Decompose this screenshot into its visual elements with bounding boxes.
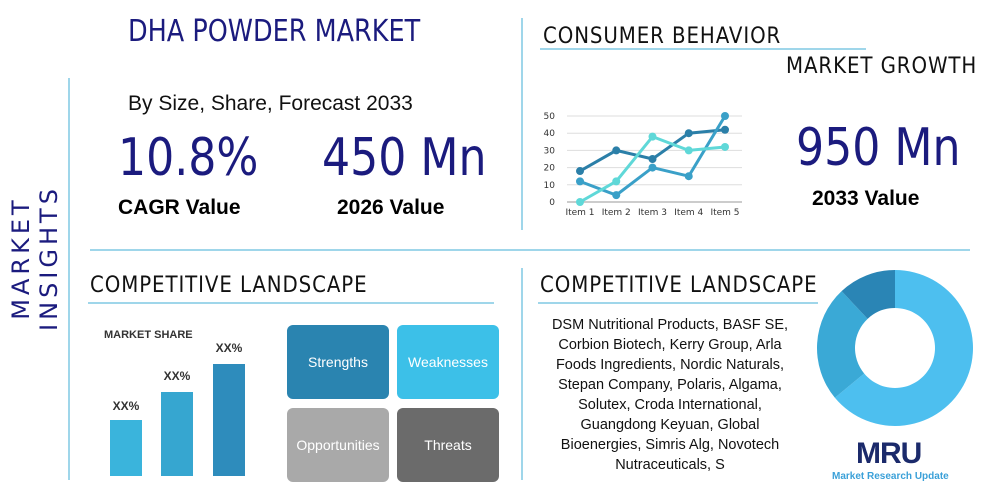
y-tick-label: 50 — [544, 112, 556, 122]
bar-1 — [110, 420, 142, 476]
y-tick-label: 20 — [544, 164, 556, 174]
x-tick-label: Item 5 — [710, 208, 739, 218]
underline — [540, 48, 866, 50]
market-share-label: MARKET SHARE — [104, 329, 193, 341]
growth-heading: MARKET GROWTH — [786, 54, 978, 79]
data-point — [612, 146, 621, 155]
subtitle: By Size, Share, Forecast 2033 — [128, 92, 413, 115]
x-tick-label: Item 4 — [674, 208, 703, 218]
data-point — [721, 112, 729, 120]
company-list: DSM Nutritional Products, BASF SE, Corbi… — [551, 317, 789, 473]
cagr-value: 10.8% — [118, 128, 259, 188]
bar-3 — [213, 364, 245, 476]
value-2033: 950 Mn — [796, 118, 961, 178]
y-tick-label: 40 — [544, 129, 556, 139]
x-tick-label: Item 1 — [565, 208, 594, 218]
divider — [521, 268, 523, 480]
bar-label: XX% — [163, 369, 191, 383]
underline — [538, 302, 818, 304]
data-point — [684, 146, 693, 155]
swot-strengths: Strengths — [287, 325, 389, 399]
line-chart: 0 10 20 30 40 50 Item 1 Item 2 Item 3 Item 4 Item … — [544, 112, 742, 218]
data-point — [721, 125, 729, 134]
divider — [90, 249, 970, 251]
y-tick-label: 30 — [544, 146, 556, 156]
cagr-label: CAGR Value — [118, 196, 241, 219]
x-tick-label: Item 3 — [638, 208, 667, 218]
logo-name: Market Research Update — [832, 471, 949, 482]
page-title: DHA POWDER MARKET — [128, 14, 421, 49]
divider — [521, 18, 523, 230]
underline — [88, 302, 494, 304]
label-2026: 2026 Value — [337, 196, 445, 219]
swot-weaknesses: Weaknesses — [397, 325, 499, 399]
data-point — [648, 163, 657, 172]
donut-chart — [817, 270, 973, 426]
consumer-heading: CONSUMER BEHAVIOR — [543, 24, 782, 49]
divider — [68, 78, 70, 480]
data-point — [684, 129, 693, 138]
data-point — [612, 191, 621, 200]
x-tick-label: Item 2 — [602, 208, 631, 218]
side-label: MARKET INSIGHTS — [7, 185, 63, 331]
data-point — [721, 142, 729, 151]
donut-slice — [841, 270, 895, 319]
logo-mark: MRU — [856, 437, 922, 470]
bar-label: XX% — [215, 341, 243, 355]
donut-slice — [817, 291, 868, 398]
value-2026: 450 Mn — [322, 128, 487, 188]
data-point — [648, 132, 657, 141]
y-tick-label: 10 — [544, 181, 556, 191]
data-point — [648, 155, 657, 163]
competitive-heading-left: COMPETITIVE LANDSCAPE — [90, 273, 368, 298]
y-tick-label: 0 — [549, 198, 555, 208]
data-point — [684, 172, 693, 181]
data-point — [576, 198, 584, 206]
data-point — [576, 167, 584, 176]
bar-label: XX% — [112, 399, 140, 413]
bar-2 — [161, 392, 193, 476]
competitive-heading-right: COMPETITIVE LANDSCAPE — [540, 273, 818, 298]
label-2033: 2033 Value — [812, 187, 920, 210]
swot-threats: Threats — [397, 408, 499, 482]
data-point — [576, 177, 584, 186]
swot-opportunities: Opportunities — [287, 408, 389, 482]
donut-slice — [834, 270, 973, 426]
data-point — [612, 177, 621, 186]
